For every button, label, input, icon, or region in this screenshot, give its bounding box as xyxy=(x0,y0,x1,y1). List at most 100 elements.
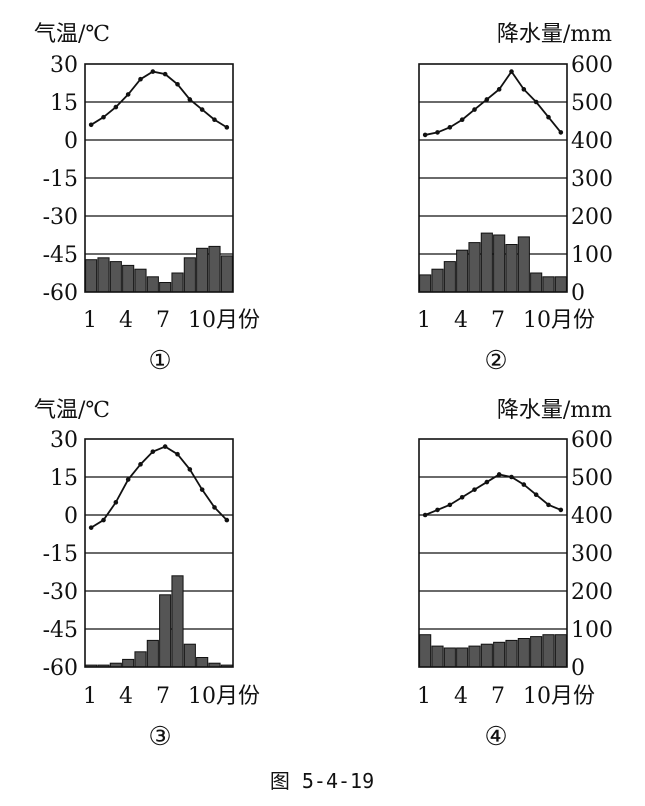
precip-bar xyxy=(419,274,432,293)
temperature-line xyxy=(90,70,228,129)
precip-bar xyxy=(493,234,506,293)
x-tick: 1 xyxy=(83,684,97,709)
precip-tick: 100 xyxy=(571,618,613,643)
temperature-point xyxy=(484,479,490,485)
temperature-point xyxy=(546,502,551,508)
precip-bar xyxy=(468,242,481,293)
temperature-point xyxy=(175,81,180,87)
temperature-point xyxy=(125,477,131,482)
precip-bar xyxy=(146,276,159,293)
temperature-point xyxy=(459,494,465,500)
plot-frame xyxy=(418,63,568,293)
temperature-point xyxy=(509,69,514,74)
temperature-point xyxy=(113,104,119,110)
x-tick: 1 xyxy=(83,308,97,333)
temperature-point xyxy=(101,517,106,523)
temperature-point xyxy=(422,132,428,138)
x-tick: 7 xyxy=(156,308,170,333)
temperature-point xyxy=(187,97,193,102)
precip-tick: 500 xyxy=(571,466,613,491)
temperature-point xyxy=(509,474,514,480)
climate-chart-3 xyxy=(84,438,234,668)
precip-bar xyxy=(171,575,184,668)
temp-ticks-top: 30 15 0 -15 -30 -45 -60 xyxy=(43,53,78,306)
x-tick: 4 xyxy=(119,684,133,709)
precip-bar xyxy=(208,245,221,293)
temperature-point xyxy=(113,500,119,505)
precip-bar xyxy=(159,594,172,668)
precip-bar xyxy=(97,257,110,293)
precip-bar xyxy=(456,249,469,293)
precip-bar xyxy=(530,272,543,293)
temp-axis-title-bottom: 气温/℃ xyxy=(34,398,110,423)
panel-label-2: ② xyxy=(484,346,507,376)
precip-bar xyxy=(443,261,456,293)
precip-tick: 600 xyxy=(571,428,613,453)
temperature-point xyxy=(533,492,539,498)
precip-bar xyxy=(431,645,444,668)
precip-bar xyxy=(134,268,147,293)
precip-tick: 300 xyxy=(571,167,613,192)
temperature-point xyxy=(521,87,527,92)
temperature-point xyxy=(435,507,440,513)
climate-chart-4 xyxy=(418,438,568,668)
temperature-point xyxy=(459,117,465,123)
precip-tick: 400 xyxy=(571,504,613,529)
temp-tick: -45 xyxy=(43,243,78,268)
temperature-point xyxy=(546,114,551,120)
temperature-point xyxy=(212,117,217,123)
panel-label-1: ① xyxy=(148,346,171,376)
temp-axis-title-top: 气温/℃ xyxy=(34,22,110,47)
temperature-point xyxy=(447,502,453,508)
precip-bar xyxy=(431,268,444,293)
temperature-point xyxy=(224,125,230,130)
precip-bar xyxy=(183,257,196,293)
temp-ticks-bottom: 30 15 0 -15 -30 -45 -60 xyxy=(43,428,78,681)
panel-label-4: ④ xyxy=(484,722,507,752)
precip-bar xyxy=(196,247,209,293)
temperature-point xyxy=(199,487,205,492)
precip-tick: 0 xyxy=(571,656,585,681)
temperature-point xyxy=(162,71,168,77)
temp-tick: -30 xyxy=(43,580,78,605)
precip-tick: 200 xyxy=(571,205,613,230)
precip-tick: 200 xyxy=(571,580,613,605)
temp-tick: -60 xyxy=(43,281,78,306)
temp-tick: -15 xyxy=(43,167,78,192)
x-tick: 10月份 xyxy=(188,684,260,709)
precip-bar xyxy=(443,647,456,668)
figure-caption: 图 5-4-19 xyxy=(270,769,374,793)
precip-bar xyxy=(122,264,135,293)
x-tick: 4 xyxy=(454,308,468,333)
precip-bar xyxy=(554,634,567,668)
x-ticks-panel-3: 1 4 7 10月份 xyxy=(83,684,260,709)
precip-bar xyxy=(468,645,481,668)
precip-tick: 300 xyxy=(571,542,613,567)
x-ticks-panel-4: 1 4 7 10月份 xyxy=(417,684,595,709)
precip-tick: 100 xyxy=(571,243,613,268)
plot-frame xyxy=(84,438,234,668)
temperature-point xyxy=(558,130,564,135)
precip-bar xyxy=(517,638,530,668)
precip-tick: 400 xyxy=(571,129,613,154)
x-tick: 1 xyxy=(417,308,431,333)
precip-axis-title-bottom: 降水量/mm xyxy=(497,398,612,423)
temp-tick: 15 xyxy=(50,91,78,116)
temp-tick: -15 xyxy=(43,542,78,567)
precip-bar xyxy=(134,651,147,668)
precip-bar xyxy=(456,647,469,668)
precip-bar xyxy=(109,261,122,293)
precip-bar xyxy=(493,641,506,668)
precip-tick: 600 xyxy=(571,53,613,78)
temp-tick: -30 xyxy=(43,205,78,230)
precip-bar xyxy=(542,634,555,668)
temp-tick: -60 xyxy=(43,656,78,681)
x-tick: 7 xyxy=(491,308,505,333)
x-tick: 4 xyxy=(119,308,133,333)
precip-bar xyxy=(122,658,135,668)
precip-bar xyxy=(530,636,543,668)
x-tick: 10月份 xyxy=(523,308,595,333)
x-tick: 7 xyxy=(156,684,170,709)
precip-bar xyxy=(480,232,493,293)
x-tick: 10月份 xyxy=(188,308,260,333)
